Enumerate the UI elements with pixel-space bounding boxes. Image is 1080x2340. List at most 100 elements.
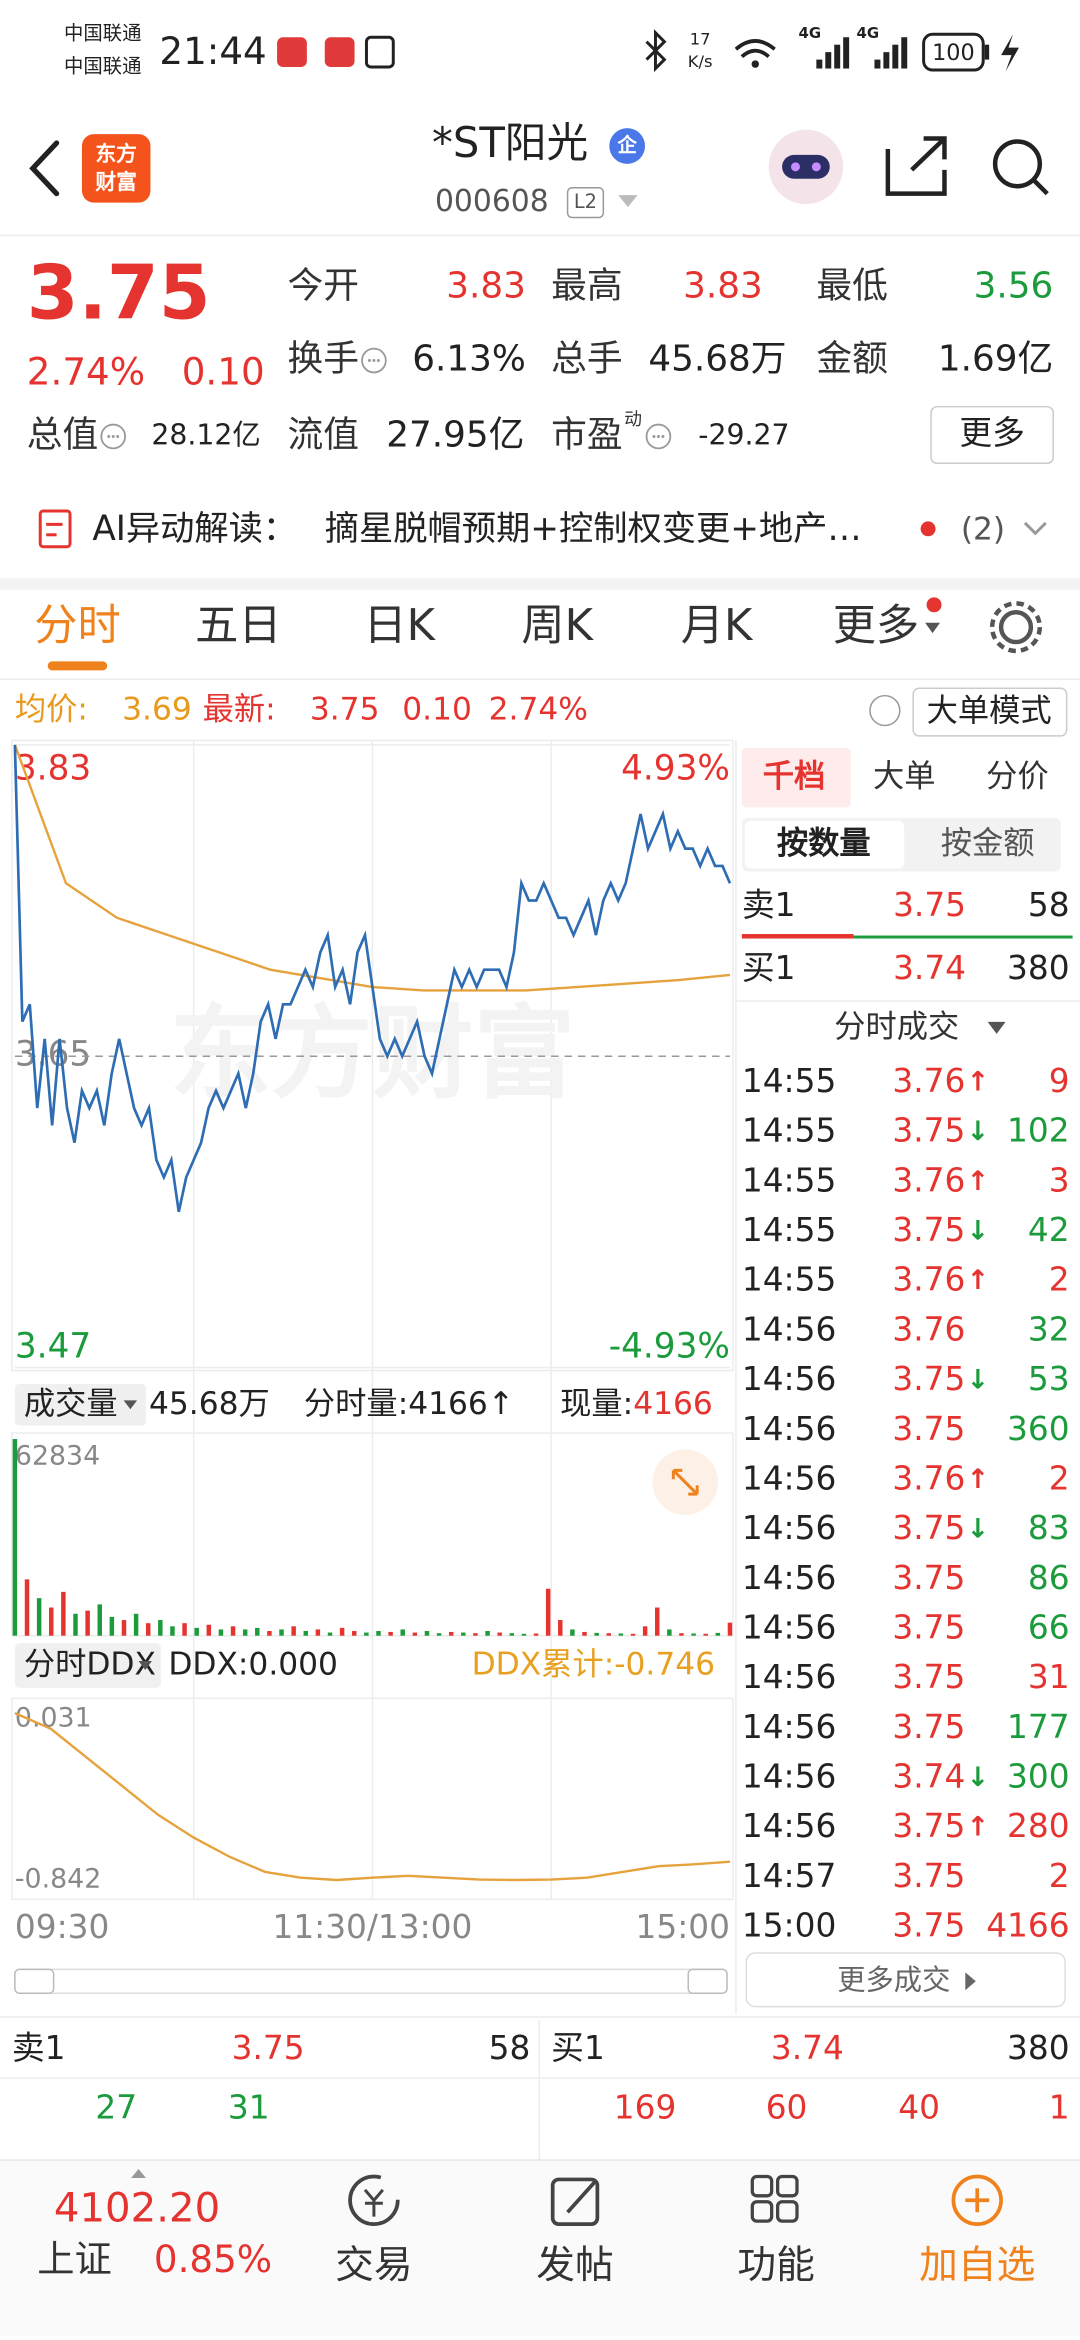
trade-time: 15:00 [742,1907,836,1945]
period-tab[interactable]: 分时 [34,601,120,651]
info-icon [376,359,380,362]
network-type: 4G [857,24,880,42]
trade-volume: 2 [1049,1261,1070,1299]
volume-bar [121,1620,127,1636]
volume-bar [400,1629,405,1636]
section-gap [0,578,1080,590]
period-tab[interactable]: 五日 [195,601,281,651]
more-trades-button[interactable] [745,1952,1066,2008]
stat-label: 最低 [816,266,887,307]
nav-item[interactable]: 功能 [737,2243,814,2288]
search-button[interactable] [992,139,1043,189]
index-value[interactable]: 4102.20 [54,2186,220,2232]
ai-icon [38,509,72,549]
book-price: 3.74 [893,949,966,987]
volume-value: 4166↑ [408,1386,514,1422]
stock-name: *ST阳光 [432,118,588,167]
net-speed: 17 [690,30,711,49]
more-trades-text[interactable]: 更多成交 [837,1963,950,1996]
nav-icon [775,2200,799,2223]
bottom-nav [0,2160,1080,2336]
info-bar-text: 2.74% [489,692,588,728]
assistant-avatar [782,154,830,179]
panel-tab[interactable]: 大单 [873,759,936,795]
volume-bar [715,1632,721,1636]
volume-bar [412,1632,418,1636]
trade-time: 14:55 [742,1211,836,1249]
badge [609,128,646,164]
trade-volume: 4166 [986,1907,1069,1945]
trade-price: 3.76 [892,1062,965,1100]
nav-item[interactable]: 发帖 [536,2243,613,2288]
signal-bar [892,44,899,69]
more-button[interactable] [930,405,1054,465]
back-button[interactable] [29,140,60,197]
scroll-handle[interactable] [14,1968,55,1994]
period-tab[interactable]: 月K [681,601,754,651]
volume-bar [279,1629,284,1636]
index-change[interactable]: 0.85% [154,2237,272,2281]
stat-value: 6.13% [412,339,526,380]
segment-tab[interactable]: 按金额 [941,826,1035,862]
volume-bar [679,1633,684,1636]
volume-bar [364,1632,369,1636]
ratio-bar [853,935,1073,939]
queue-volume: 31 [228,2088,270,2126]
volume-bar [509,1633,515,1636]
volume-bar [218,1629,224,1636]
segment-tab[interactable]: 按数量 [777,826,871,862]
selector-box[interactable] [14,1643,161,1688]
trade-price: 3.75 [892,1708,965,1746]
period-tab[interactable]: 更多 [833,601,919,651]
queue-volume: 40 [898,2088,940,2126]
chart-frame [11,1697,734,1901]
info-icon [656,434,660,438]
period-tab[interactable]: 日K [363,601,436,651]
period-tab[interactable]: 周K [521,601,594,651]
trade-price: 3.75 [892,1609,965,1647]
volume-bar [267,1630,272,1636]
queue-volume: 27 [95,2088,137,2126]
volume-bar [461,1632,466,1636]
selector-box[interactable] [14,1383,146,1426]
trade-time: 14:56 [742,1559,836,1597]
panel-tab[interactable]: 千档 [763,759,826,795]
nav-icon [775,2174,799,2198]
trade-time: 14:55 [742,1161,836,1199]
stat-label: 总值 [27,414,98,455]
percent-label: -4.93% [609,1327,730,1367]
volume-bar [521,1633,527,1636]
volume-bar [61,1591,66,1636]
queue-volume: 60 [766,2088,808,2126]
charging-icon [1001,34,1019,72]
dropdown-icon [925,622,941,634]
indicator-name[interactable]: 成交量 [24,1386,118,1422]
more-button-text[interactable]: 更多 [959,414,1025,452]
settings-button[interactable] [998,610,1034,645]
share-button[interactable] [885,136,947,196]
help-icon [869,694,901,727]
mode-button[interactable] [912,687,1068,737]
mode-button-text[interactable]: 大单模式 [927,693,1052,729]
panel-tab[interactable]: 分价 [986,759,1049,795]
volume-bar [303,1630,309,1636]
ai-text[interactable]: 摘星脱帽预期+控制权变更+地产… [325,509,862,549]
index-name[interactable]: 上证 [37,2237,111,2281]
search-button [1032,178,1049,196]
indicator-name[interactable]: 分时DDX [24,1646,156,1682]
nav-icon [750,2174,774,2198]
dropdown-icon [618,195,638,208]
volume-bar [255,1627,260,1636]
scroll-handle[interactable] [687,1968,728,1994]
nav-item[interactable]: 加自选 [919,2243,1035,2288]
nav-icon [363,2188,384,2217]
expand-icon [131,2169,146,2178]
volume-bar [436,1633,442,1636]
book-side: 卖1 [12,2029,66,2067]
nav-item[interactable]: 交易 [335,2243,412,2288]
volume-bar [376,1630,381,1636]
book-volume: 58 [489,2029,531,2067]
info-icon [645,423,672,450]
trade-volume: 9 [1049,1062,1070,1100]
volume-bar [618,1633,624,1636]
